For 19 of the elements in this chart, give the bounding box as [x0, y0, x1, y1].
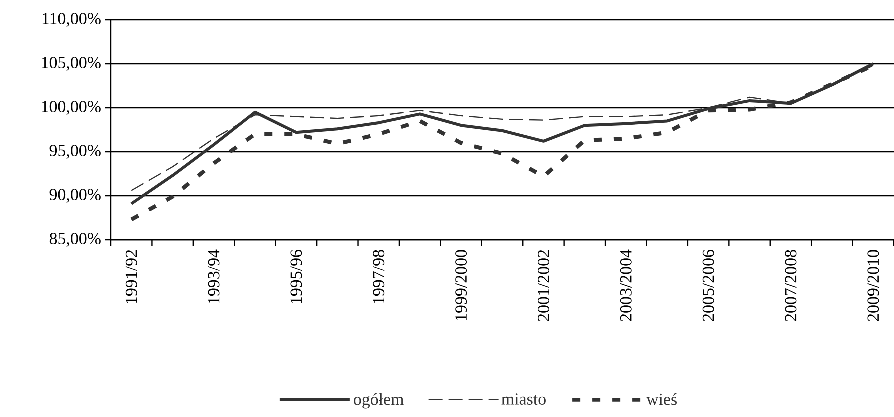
x-tick-label: 2009/2010 — [868, 250, 880, 322]
x-tick-label: 1999/2000 — [456, 250, 468, 320]
x-tick-label: 1997/98 — [373, 250, 385, 304]
y-tick-label: 90,00% — [50, 189, 101, 203]
x-tick-label: 1993/94 — [208, 250, 220, 304]
x-tick-label: 1995/96 — [290, 250, 302, 304]
x-tick-label: 1991/92 — [126, 250, 138, 304]
y-tick-label: 110,00% — [42, 13, 101, 27]
x-tick-label: 2005/2006 — [702, 250, 714, 322]
y-tick-label: 100,00% — [42, 101, 101, 115]
x-tick-label: 2007/2008 — [785, 250, 797, 322]
x-tick-label: 2003/2004 — [620, 250, 632, 322]
legend-label: miasto — [502, 394, 546, 405]
y-tick-label: 105,00% — [42, 57, 101, 71]
y-tick-label: 95,00% — [50, 145, 101, 159]
legend-label: wieś — [646, 393, 677, 406]
x-tick-label: 2001/2002 — [538, 250, 550, 322]
legend-label: ogółem — [354, 393, 404, 409]
y-tick-label: 85,00% — [50, 233, 101, 247]
